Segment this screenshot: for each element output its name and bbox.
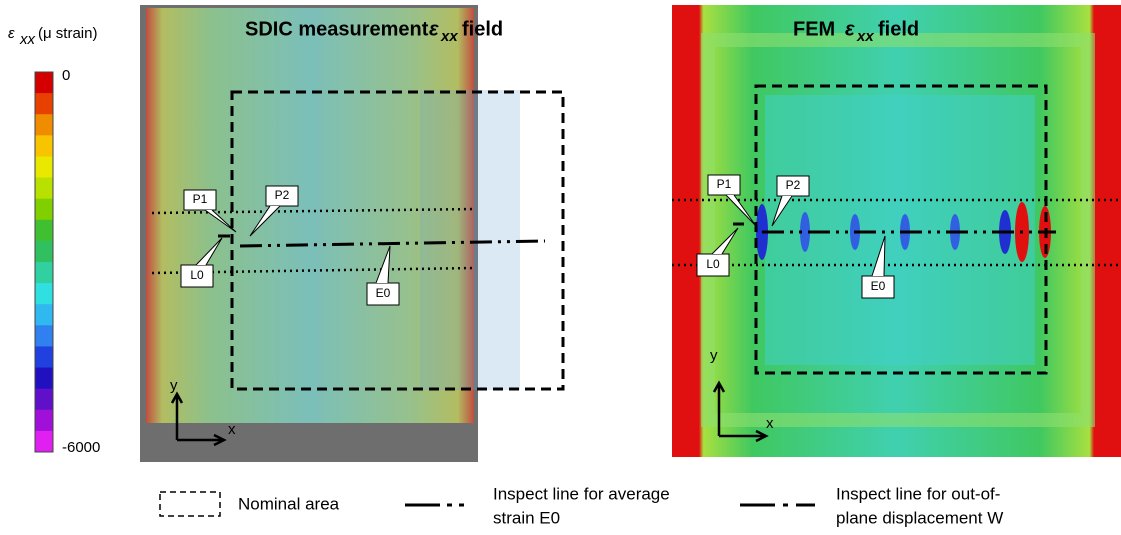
colorbar-segment — [35, 262, 53, 284]
callout: P1 — [183, 189, 237, 233]
fem-title-suffix: field — [878, 18, 919, 40]
sdic-title: SDIC measurement — [245, 18, 429, 40]
colorbar-segment — [35, 219, 53, 242]
sdic-title-symbol: ε — [429, 18, 439, 40]
callout-label: E0 — [871, 279, 886, 293]
fem-title: FEM — [793, 18, 835, 40]
fem-band — [701, 33, 1095, 427]
sdic-title-suffix: field — [462, 18, 503, 40]
colorbar-segment — [35, 325, 53, 347]
colorbar-symbol: ε — [8, 25, 15, 42]
nominal-area — [230, 90, 565, 391]
nominal-area — [754, 84, 1048, 375]
inspect-line-w — [151, 207, 477, 215]
colorbar-segment — [35, 135, 53, 157]
colorbar-segment — [35, 198, 53, 221]
callout: E0 — [861, 235, 895, 299]
legend-label: plane displacement W — [836, 508, 1003, 527]
callout: L0 — [696, 227, 739, 277]
callout: E0 — [366, 245, 400, 306]
colorbar-subscript: xx — [19, 31, 36, 48]
colorbar-segment — [35, 388, 53, 411]
axis-label: y — [170, 377, 178, 394]
colorbar-segment — [35, 93, 53, 115]
callout-label: E0 — [376, 286, 391, 300]
callout-label: L0 — [706, 257, 720, 271]
colorbar-segment — [35, 409, 53, 432]
colorbar-frame — [34, 71, 54, 453]
callout-label: P2 — [275, 188, 290, 202]
axis-label: y — [710, 347, 718, 364]
colorbar — [34, 71, 54, 453]
inspect-line-e0 — [239, 239, 546, 248]
fem-title-symbol: ε — [845, 18, 855, 40]
legend-label: strain E0 — [493, 508, 560, 527]
axis-label: x — [766, 415, 774, 432]
sdic-title-subscript: xx — [440, 28, 458, 45]
axes-arrows — [170, 391, 227, 447]
colorbar-segment — [35, 430, 53, 453]
callout: P1 — [707, 174, 757, 227]
colorbar-segment — [35, 114, 53, 136]
sdic-field — [146, 8, 474, 423]
callout-label: P1 — [717, 177, 732, 191]
legend-swatch — [159, 491, 221, 517]
legend-label: Inspect line for average — [493, 484, 670, 503]
colorbar-segment — [35, 283, 53, 305]
axes-arrows — [712, 380, 769, 443]
callout-label: L0 — [190, 268, 204, 282]
colorbar-unit: (μ strain) — [38, 25, 97, 42]
legend-label: Nominal area — [238, 494, 340, 513]
callout: L0 — [180, 237, 223, 288]
sdic-blue-region — [420, 90, 520, 390]
colorbar-segment — [35, 156, 53, 179]
colorbar-tick-max: 0 — [62, 67, 70, 84]
colorbar-segment — [35, 177, 53, 200]
callout-label: P2 — [786, 178, 801, 192]
axis-label: x — [228, 421, 236, 438]
fem-center — [765, 95, 1035, 365]
colorbar-segment — [35, 240, 53, 263]
fem-title-subscript: xx — [856, 28, 874, 45]
colorbar-segment — [35, 367, 53, 390]
colorbar-tick-min: -6000 — [62, 439, 100, 456]
colorbar-segment — [35, 346, 53, 369]
callout: P2 — [249, 185, 299, 237]
legend-label: Inspect line for out-of- — [836, 484, 1000, 503]
callout: P2 — [771, 175, 810, 227]
callout-label: P1 — [193, 192, 208, 206]
colorbar-segment — [35, 72, 53, 94]
colorbar-segment — [35, 304, 53, 326]
